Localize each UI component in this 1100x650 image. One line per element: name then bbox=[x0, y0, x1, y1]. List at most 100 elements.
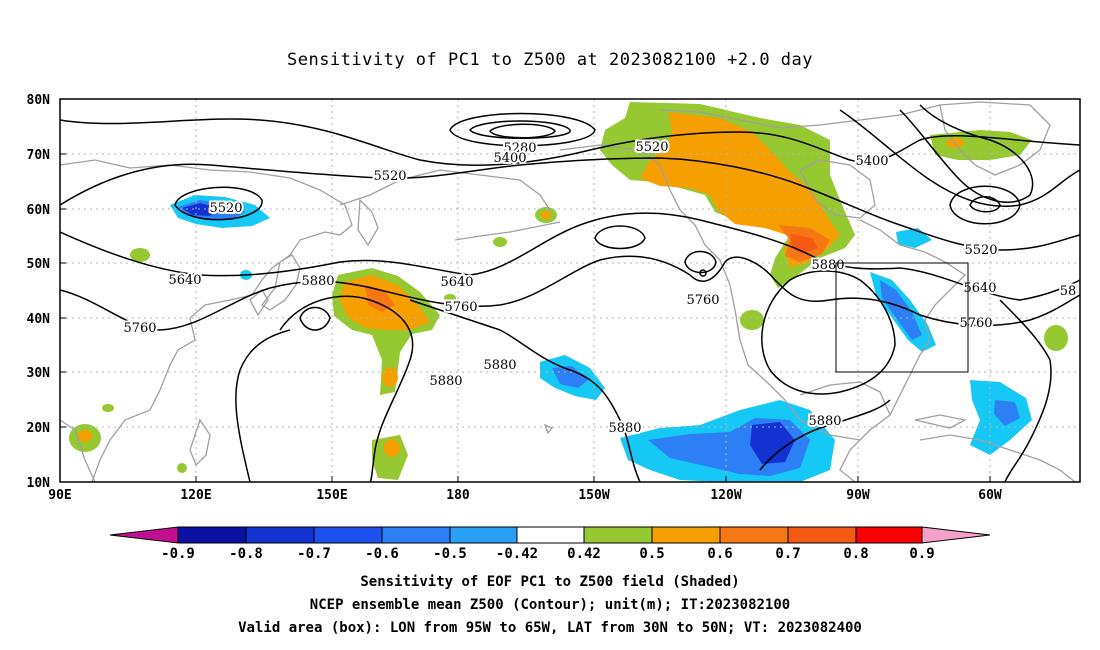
contour-5280-low bbox=[469, 120, 571, 139]
negative-area-east-pacific-core bbox=[750, 422, 795, 464]
contour-5640-main bbox=[60, 212, 1080, 301]
contour-5520-loop bbox=[174, 186, 263, 221]
caption-line-3: Valid area (box): LON from 95W to 65W, L… bbox=[238, 620, 862, 636]
contour-label: 5760 bbox=[959, 316, 992, 331]
lon-label: 150W bbox=[578, 488, 609, 503]
lon-label: 180 bbox=[446, 488, 470, 503]
coastline-siberia bbox=[339, 169, 551, 211]
positive-area-atlantic-2 bbox=[444, 294, 456, 302]
lat-label: 60N bbox=[27, 203, 51, 218]
contour-label: 5520 bbox=[635, 140, 668, 155]
colorbar-label: 0.5 bbox=[639, 546, 664, 562]
positive-area-asia-2o bbox=[78, 430, 92, 442]
colorbar-label: 0.6 bbox=[707, 546, 732, 562]
lon-label: 120E bbox=[180, 488, 211, 503]
contour-label: 5880 bbox=[608, 421, 641, 436]
contour-5640-loop bbox=[594, 225, 646, 250]
coastline-india bbox=[60, 419, 96, 482]
contour-5880-east bbox=[761, 270, 896, 395]
positive-area-alaska-2 bbox=[493, 237, 507, 247]
colorbar-bin bbox=[583, 526, 653, 544]
contour-layer bbox=[60, 104, 1080, 482]
lon-label: 120W bbox=[710, 488, 741, 503]
coastline-kamchatka bbox=[357, 198, 379, 247]
coastline-korea bbox=[249, 289, 269, 317]
contour-label: 5640 bbox=[168, 273, 201, 288]
lon-label: 60W bbox=[978, 488, 1002, 503]
contour-5280-low-3 bbox=[449, 112, 596, 147]
coastline-gulf bbox=[799, 381, 891, 482]
coastline-cuba bbox=[914, 414, 967, 429]
positive-area-asia-4 bbox=[177, 463, 187, 473]
colorbar-bin bbox=[449, 526, 518, 544]
contour-5880-sw bbox=[235, 329, 291, 482]
colorbar bbox=[109, 526, 991, 544]
contour-label: 5880 bbox=[429, 374, 462, 389]
contour-5400-north bbox=[60, 118, 1080, 166]
contour-5880-ec bbox=[759, 399, 891, 471]
contour-label: 58 bbox=[1060, 284, 1077, 299]
contour-label: 5760 bbox=[686, 293, 719, 308]
colorbar-label: 0.9 bbox=[909, 546, 934, 562]
lat-label: 80N bbox=[27, 93, 51, 108]
colorbar-bin bbox=[855, 526, 923, 544]
lat-label: 30N bbox=[27, 366, 51, 381]
colorbar-lower-extend bbox=[109, 526, 179, 544]
lat-label: 20N bbox=[27, 421, 51, 436]
positive-area-alaska-1o bbox=[541, 211, 551, 219]
lat-label: 10N bbox=[27, 476, 51, 491]
contour-label: 5880 bbox=[811, 258, 844, 273]
positive-area-nw-pacific-dark bbox=[365, 285, 395, 312]
colorbar-upper-extend bbox=[921, 526, 991, 544]
colorbar-bin bbox=[381, 526, 451, 544]
coastline-canada-arctic bbox=[659, 104, 941, 129]
caption-line-2: NCEP ensemble mean Z500 (Contour); unit(… bbox=[309, 597, 791, 613]
contour-5400-ring bbox=[969, 196, 1001, 213]
contour-label-layer: 5280 5400 5520 5520 5520 5400 5520 5640 … bbox=[121, 138, 1078, 438]
colorbar-bin bbox=[177, 526, 247, 544]
coastline-south-america bbox=[919, 434, 1076, 482]
colorbar-bin bbox=[245, 526, 315, 544]
coastline-aleutians bbox=[454, 221, 561, 241]
colorbar-label: -0.42 bbox=[496, 546, 538, 562]
colorbar-bin bbox=[516, 526, 585, 544]
contour-label: 5520 bbox=[209, 201, 242, 216]
colorbar-label: -0.9 bbox=[161, 546, 195, 562]
positive-area-asia-1 bbox=[130, 248, 150, 262]
contour-5760-loop bbox=[684, 250, 717, 274]
lat-label: 40N bbox=[27, 312, 51, 327]
negative-area-east-us-core bbox=[880, 280, 922, 340]
colorbar-label: -0.6 bbox=[365, 546, 399, 562]
contour-5880-west bbox=[279, 295, 414, 482]
colorbar-bin bbox=[787, 526, 857, 544]
contour-label: 5880 bbox=[808, 414, 841, 429]
lat-label: 50N bbox=[27, 257, 51, 272]
contour-5520-ne bbox=[839, 109, 1080, 207]
colorbar-label: 0.42 bbox=[567, 546, 601, 562]
colorbar-label: -0.7 bbox=[297, 546, 331, 562]
contour-label: 5640 bbox=[440, 275, 473, 290]
colorbar-label: -0.8 bbox=[229, 546, 263, 562]
coastline-hawaii bbox=[543, 423, 554, 435]
contour-label: 5520 bbox=[373, 169, 406, 184]
positive-area-greenland bbox=[930, 130, 1032, 160]
colorbar-label: 0.7 bbox=[775, 546, 800, 562]
negative-area-central-pacific-core bbox=[552, 366, 588, 388]
coastline-hudson bbox=[799, 159, 876, 219]
lon-label: 150E bbox=[316, 488, 347, 503]
colorbar-label: 0.8 bbox=[843, 546, 868, 562]
shaded-sensitivity-layer bbox=[69, 102, 1068, 482]
negative-area-caribbean-core bbox=[994, 400, 1020, 426]
contour-label: 5880 bbox=[483, 358, 516, 373]
chart-title: Sensitivity of PC1 to Z500 at 2023082100… bbox=[286, 50, 813, 70]
contour-5880-se bbox=[999, 299, 1052, 482]
contour-label: 5760 bbox=[444, 300, 477, 315]
coastline-greenland bbox=[939, 101, 1051, 176]
coastline-alaska bbox=[559, 144, 861, 441]
colorbar-label-layer: -0.9 -0.8 -0.7 -0.6 -0.5 -0.42 0.42 0.5 … bbox=[161, 546, 935, 562]
coastline-philippines bbox=[189, 418, 211, 467]
positive-area-asia-3 bbox=[102, 404, 114, 412]
tick-marks bbox=[60, 98, 991, 483]
contour-5400-ne bbox=[899, 104, 1034, 203]
